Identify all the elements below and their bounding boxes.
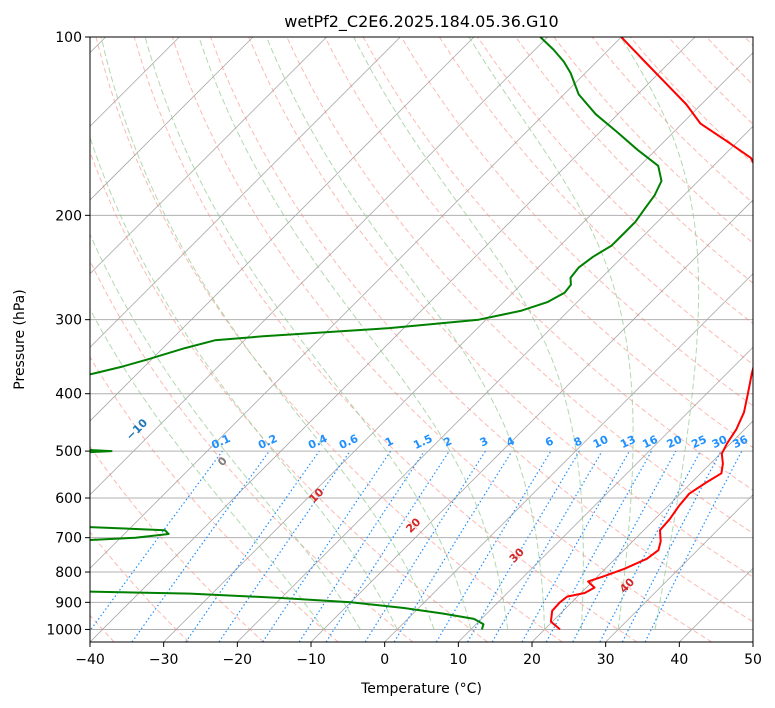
dry-adiabat-line	[90, 445, 264, 642]
x-tick-label: −10	[296, 652, 326, 668]
moist-adiabat-line	[90, 233, 361, 630]
mixing-ratio-line	[521, 450, 631, 642]
y-tick-label: 200	[55, 208, 82, 224]
y-axis: 100 200 300 400 500 600 700 800 900 1000	[46, 30, 90, 638]
y-tick-label: 400	[55, 387, 82, 403]
x-tick-label: −30	[149, 652, 179, 668]
isotherm-line	[163, 52, 753, 642]
y-tick-label: 300	[55, 313, 82, 329]
mixing-ratio-line	[262, 450, 392, 642]
x-tick-label: 30	[597, 652, 615, 668]
dry-adiabat-line	[400, 37, 753, 407]
mixing-ratio-line	[545, 450, 653, 642]
isotherm-grid	[90, 37, 753, 642]
dry-adiabat-line	[90, 150, 488, 642]
moist-adiabat-line	[100, 37, 435, 630]
dry-adiabat-line	[133, 37, 638, 642]
y-tick-label: 500	[55, 444, 82, 460]
chart-title: wetPf2_C2E6.2025.184.05.36.G10	[284, 12, 558, 32]
dry-adiabat-line	[95, 37, 563, 642]
mixing-ratio-lines	[90, 450, 743, 642]
profile-line-0	[549, 37, 753, 631]
moist-adiabat-line	[90, 135, 398, 630]
moist-adiabat-line	[468, 37, 634, 630]
plot-area: 0.10.20.40.611.52346810131620253036−100−…	[90, 37, 753, 642]
x-tick-label: −20	[223, 652, 253, 668]
dry-adiabat-line	[515, 37, 753, 284]
mixing-ratio-line	[185, 450, 320, 642]
x-tick-label: 10	[449, 652, 467, 668]
y-axis-label: Pressure (hPa)	[12, 289, 28, 389]
mixing-ratio-line	[218, 450, 351, 642]
dry-adiabat-line	[324, 37, 753, 491]
x-tick-label: 20	[523, 652, 541, 668]
x-axis: −40 −30 −20 −10 0 10 20 30 40 50	[75, 642, 762, 668]
isobar-grid	[90, 37, 753, 630]
y-tick-label: 1000	[46, 622, 82, 638]
isotherm-line	[237, 125, 753, 642]
moist-adiabats	[90, 37, 700, 630]
mixing-ratio-line	[90, 450, 223, 632]
isotherm-line	[90, 37, 475, 422]
dry-adiabat-line	[90, 531, 190, 642]
mixing-ratio-line	[131, 450, 270, 642]
mixing-ratio-label: 13	[618, 433, 637, 451]
x-tick-label: 50	[744, 652, 762, 668]
dry-adiabat-line	[438, 37, 753, 366]
isotherm-line	[90, 37, 622, 569]
isotherm-line	[90, 37, 548, 496]
dry-adiabat-line	[90, 356, 339, 642]
moist-adiabat-line	[198, 37, 509, 630]
x-tick-label: −40	[75, 652, 105, 668]
profile-line-1	[90, 37, 663, 630]
x-tick-label: 0	[380, 652, 389, 668]
x-tick-label: 40	[670, 652, 688, 668]
isotherm-line	[90, 37, 401, 348]
profile-series	[90, 37, 753, 631]
mixing-ratio-line	[393, 450, 513, 642]
isotherm-line	[90, 37, 254, 201]
mixing-ratio-line	[298, 450, 425, 642]
moist-adiabat-line	[353, 37, 584, 630]
isotherm-line	[605, 494, 753, 642]
plot-frame	[89, 36, 754, 643]
y-tick-label: 100	[55, 30, 82, 46]
mixing-ratio-label: 10	[591, 433, 611, 451]
y-tick-label: 800	[55, 565, 82, 581]
x-axis-label: Temperature (°C)	[360, 681, 482, 697]
y-tick-label: 900	[55, 595, 82, 611]
moist-adiabat-line	[620, 37, 700, 630]
dry-adiabats	[90, 37, 753, 642]
mixing-ratio-label: 16	[640, 433, 660, 451]
y-tick-label: 700	[55, 531, 82, 547]
isotherm-line	[458, 346, 753, 642]
moist-adiabat-line	[266, 37, 546, 630]
mixing-ratio-line	[572, 450, 677, 642]
isotherm-line	[384, 273, 753, 642]
isotherm-line	[531, 420, 753, 642]
mixing-ratio-line	[644, 450, 743, 642]
mixing-ratio-label: 36	[731, 433, 751, 451]
dry-adiabat-line	[171, 37, 712, 642]
dry-adiabat-line	[90, 259, 414, 642]
dry-adiabat-line	[210, 37, 753, 623]
mixing-ratio-label: 20	[665, 433, 685, 451]
y-tick-label: 600	[55, 491, 82, 507]
isotherm-line	[90, 37, 696, 642]
mixing-ratio-line	[325, 450, 450, 642]
mixing-ratio-label: 25	[689, 433, 708, 451]
dry-adiabat-line	[248, 37, 753, 578]
isotherm-line	[90, 37, 327, 275]
